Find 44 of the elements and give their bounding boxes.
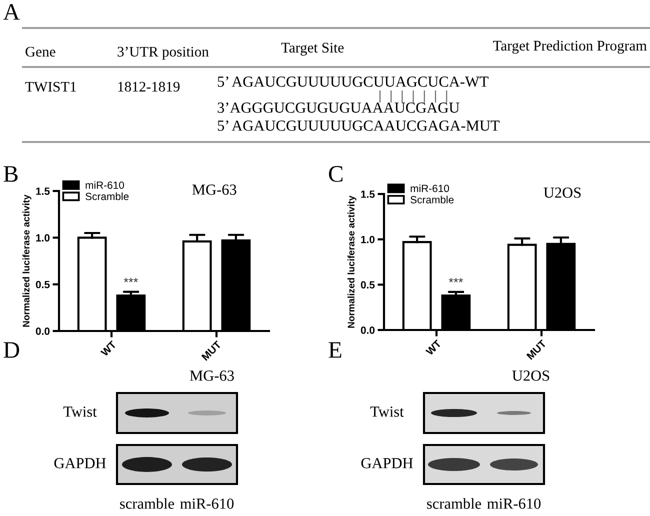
text: 3’AGGGUCGUGUGUAAAUCGAGU (218, 102, 460, 113)
y-tick-label: 1.0 (361, 236, 375, 244)
text: B (4, 166, 18, 182)
category-label: miR-610 (180, 498, 234, 509)
category-label: scramble (427, 498, 482, 509)
y-axis-title: Normalized luciferase activity (22, 194, 32, 327)
y-tick-label: 1.0 (36, 234, 50, 242)
y-tick-label: 1.5 (36, 188, 50, 195)
text: E (328, 342, 342, 358)
legend-label: Scramble (86, 192, 129, 200)
y-tick-label: 0.5 (36, 280, 50, 288)
y-axis-title: Normalized luciferase activity (348, 196, 356, 328)
text: Twist (63, 406, 97, 417)
text: D (4, 342, 20, 358)
text: Target Site (281, 42, 344, 56)
text: MG-63 (190, 370, 234, 381)
text: 1812-1819 (118, 82, 180, 92)
y-tick-label: 0.0 (360, 326, 375, 334)
chart-title: U2OS (544, 188, 581, 198)
annotation: *** (124, 278, 138, 282)
text: A (3, 4, 20, 20)
text: C (328, 166, 342, 182)
text: GAPDH (361, 458, 413, 468)
text: 5’ AGAUCGUUUUUGCUUAGCUCA-WT (218, 76, 488, 87)
x-tick-label: WT (425, 339, 442, 356)
y-tick-label: 0.5 (360, 281, 375, 289)
text: U2OS (512, 370, 550, 381)
text: TWIST1 (25, 82, 76, 92)
text: GAPDH (54, 458, 106, 468)
category-label: miR-610 (487, 498, 541, 509)
annotation: *** (448, 278, 464, 282)
chart-title: MG-63 (192, 184, 236, 195)
text: Twist (370, 406, 404, 417)
text: 3’UTR position (118, 46, 209, 60)
legend-label: miR-610 (410, 184, 450, 192)
x-tick-label: WT (100, 340, 117, 357)
text: Gene (26, 46, 56, 57)
legend-label: Scramble (410, 196, 454, 204)
legend-label: miR-610 (86, 181, 124, 189)
y-tick-label: 1.5 (361, 190, 375, 198)
text: 5’ AGAUCGUUUUUGCAAUCGAGA-MUT (218, 120, 500, 131)
y-tick-label: 0.0 (36, 328, 50, 335)
category-label: scramble (120, 498, 174, 509)
text: Target Prediction Program (493, 40, 647, 54)
